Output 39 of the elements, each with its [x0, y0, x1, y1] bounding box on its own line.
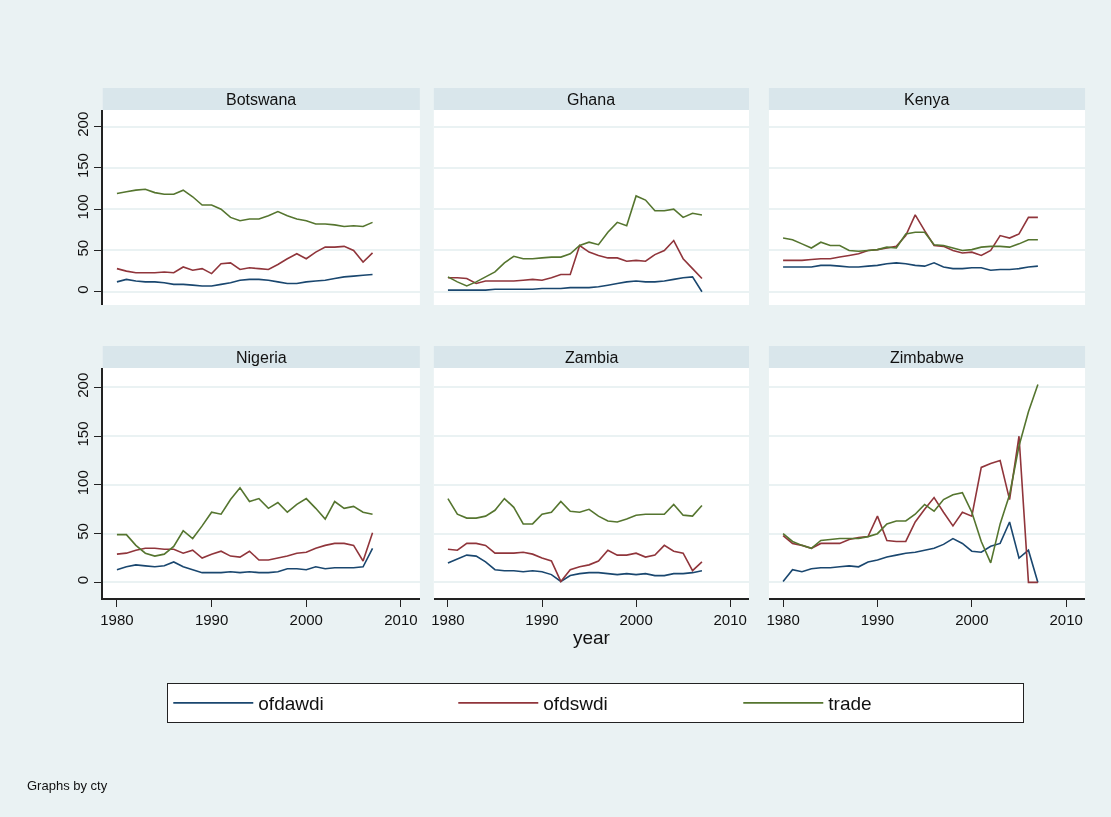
x-tick-label: 1990: [860, 610, 895, 628]
line-series: [116, 531, 374, 562]
x-tick-label: 2010: [713, 610, 747, 628]
x-tick-label: 1980: [766, 610, 800, 628]
x-tick-label: 1980: [431, 610, 465, 628]
chart-title: Ghana: [567, 91, 616, 108]
line-series: [116, 188, 374, 228]
x-tick-label: 2000: [955, 610, 989, 628]
y-tick-label: 150: [73, 153, 91, 179]
y-tick-label: 100: [73, 470, 91, 496]
text: Graphs by cty: [27, 778, 108, 793]
x-tick-label: 2010: [384, 610, 418, 628]
y-tick-label: 0: [73, 575, 91, 585]
y-tick-label: 200: [73, 111, 91, 137]
x-tick-label: 2000: [289, 610, 323, 628]
x-axis-title: year: [572, 627, 611, 649]
chart-title: Nigeria: [236, 349, 287, 366]
line-series: [116, 487, 374, 557]
chart-title: Botswana: [226, 91, 297, 108]
chart-title: Zimbabwe: [890, 349, 964, 366]
y-tick-label: 100: [73, 194, 91, 220]
line-series: [116, 273, 374, 287]
x-tick-label: 1990: [525, 610, 559, 628]
y-tick-label: 50: [73, 239, 91, 257]
y-tick-label: 0: [73, 285, 91, 294]
x-tick-label: 1990: [194, 610, 229, 628]
legend-label: ofdawdi: [258, 693, 324, 715]
legend-label: trade: [828, 693, 872, 715]
chart-title: Zambia: [565, 349, 619, 366]
y-tick-label: 200: [73, 372, 91, 398]
x-tick-label: 2000: [619, 610, 653, 628]
y-tick-label: 50: [73, 523, 91, 540]
y-tick-label: 150: [73, 421, 91, 447]
chart-title: Kenya: [904, 91, 950, 108]
legend-label: ofdswdi: [543, 693, 608, 715]
x-tick-label: 2010: [1049, 610, 1083, 628]
line-series: [116, 245, 374, 275]
x-tick-label: 1980: [100, 610, 134, 628]
line-series: [116, 547, 374, 574]
